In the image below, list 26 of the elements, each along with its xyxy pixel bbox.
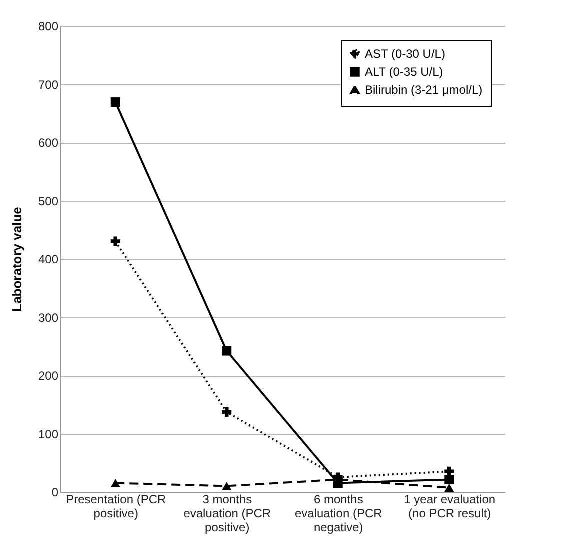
point — [222, 482, 232, 490]
x-tick-label: 3 months evaluation (PCR positive) — [184, 492, 272, 534]
y-tick-label: 700 — [38, 78, 59, 92]
point — [444, 466, 454, 476]
point — [110, 236, 120, 246]
x-tick-label: Presentation (PCR positive) — [66, 492, 166, 520]
y-tick-label: 400 — [38, 252, 59, 266]
y-tick-label: 600 — [38, 136, 59, 150]
point — [444, 475, 454, 485]
point — [110, 98, 120, 108]
y-tick-label: 800 — [38, 20, 59, 34]
x-tick-label: 6 months evaluation (PCR negative) — [294, 492, 383, 534]
y-tick-label: 200 — [38, 369, 59, 383]
y-tick-label: 100 — [38, 427, 59, 442]
legend-label: Bilirubin (3-21 μmol/L) — [365, 83, 483, 97]
x-tick-label: 1 year evaluation (no PCR result) — [404, 492, 496, 520]
y-tick-label: 300 — [38, 310, 59, 325]
point — [222, 346, 232, 356]
legend-label: AST (0-30 U/L) — [365, 47, 446, 61]
y-tick-label: 0 — [52, 486, 59, 500]
point — [222, 407, 232, 417]
point — [110, 479, 120, 488]
point — [444, 484, 454, 492]
legend-label: ALT (0-35 U/L) — [365, 65, 444, 79]
y-tick-label: 500 — [38, 194, 59, 208]
y-axis-title: Laboratory value — [9, 207, 24, 312]
